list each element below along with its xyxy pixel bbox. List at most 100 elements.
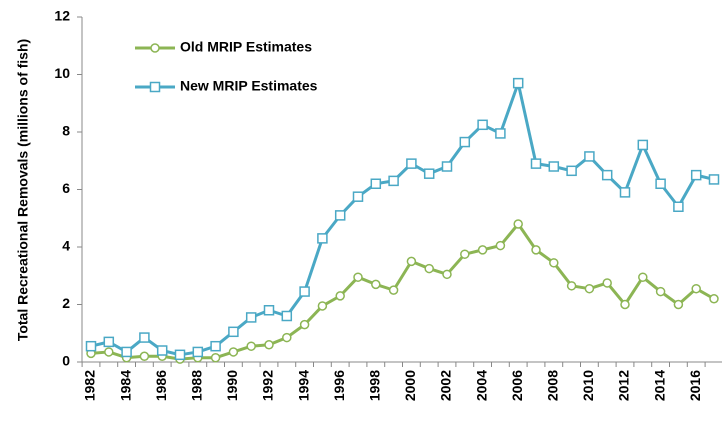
data-point [691, 283, 701, 294]
x-tick-label: 1996 [331, 370, 347, 401]
data-point [174, 349, 186, 361]
data-point [352, 191, 364, 202]
data-point [655, 286, 666, 297]
y-tick-label: 6 [62, 180, 70, 196]
data-point [103, 336, 115, 348]
data-point [548, 161, 560, 172]
series-line [90, 222, 715, 361]
data-point [388, 175, 399, 187]
data-point [299, 319, 310, 330]
data-point [549, 258, 559, 268]
data-point [442, 269, 452, 280]
data-point [228, 326, 239, 338]
x-tick-label: 2000 [402, 370, 418, 401]
data-point [531, 245, 541, 255]
data-point [263, 305, 275, 316]
data-point [584, 151, 595, 162]
x-tick-label: 1986 [153, 370, 169, 401]
data-point [85, 340, 97, 352]
data-point [334, 210, 346, 221]
data-point [246, 341, 256, 351]
x-tick-label: 2004 [473, 370, 489, 401]
x-tick-label: 2012 [616, 370, 632, 401]
legend-marker [149, 81, 161, 93]
data-point [460, 249, 470, 259]
x-tick-label: 1994 [295, 370, 311, 401]
data-point [371, 279, 381, 290]
data-point [406, 256, 417, 267]
data-point [673, 201, 684, 212]
data-point [708, 174, 720, 185]
data-point [210, 352, 221, 363]
data-point [477, 119, 488, 131]
data-point [495, 240, 506, 251]
data-point [424, 263, 434, 274]
y-tick-label: 2 [62, 295, 70, 311]
data-point [370, 178, 382, 189]
x-tick-label: 1988 [189, 370, 205, 401]
data-point [192, 346, 204, 358]
data-point [423, 168, 435, 179]
data-point [441, 161, 453, 172]
data-point [317, 301, 328, 311]
legend-marker [150, 43, 160, 53]
data-point [245, 312, 257, 323]
data-point [210, 340, 221, 352]
data-point [601, 169, 613, 181]
legend-label: New MRIP Estimates [180, 78, 318, 94]
x-tick-label: 1992 [260, 370, 276, 401]
data-point [139, 332, 150, 343]
y-tick-label: 12 [54, 8, 70, 24]
data-point [638, 272, 648, 282]
data-point [566, 165, 577, 177]
data-point [619, 187, 631, 198]
data-point [495, 128, 506, 139]
x-tick-label: 2016 [687, 370, 703, 401]
data-point [228, 347, 239, 357]
data-point [637, 139, 649, 151]
x-tick-label: 1998 [367, 370, 383, 401]
series-line [90, 81, 715, 357]
x-tick-label: 2008 [545, 370, 561, 401]
data-point [282, 332, 292, 343]
data-point [566, 281, 577, 291]
data-point [104, 347, 114, 357]
x-tick-label: 2006 [509, 370, 525, 401]
data-point [121, 346, 132, 358]
x-tick-label: 1982 [82, 370, 98, 401]
legend-label: Old MRIP Estimates [180, 39, 312, 55]
data-point [602, 278, 612, 288]
data-point [299, 286, 310, 297]
x-tick-label: 2010 [580, 370, 596, 401]
data-point [353, 272, 363, 282]
data-point [264, 340, 274, 350]
data-point [388, 285, 399, 295]
data-point [459, 136, 471, 148]
data-point [139, 351, 150, 361]
x-tick-label: 1984 [117, 370, 133, 401]
data-point [477, 245, 488, 255]
data-point [281, 310, 293, 322]
y-tick-label: 8 [62, 123, 70, 139]
x-tick-label: 2002 [438, 370, 454, 401]
data-point [584, 283, 595, 294]
data-point [620, 299, 630, 310]
y-tick-label: 4 [62, 238, 70, 254]
data-point [530, 158, 542, 169]
y-tick-label: 0 [62, 353, 70, 369]
y-axis-label: Total Recreational Removals (millions of… [15, 39, 31, 341]
data-point [512, 77, 524, 89]
data-point [335, 291, 345, 301]
data-point [709, 294, 719, 304]
x-tick-label: 1990 [224, 370, 240, 401]
data-point [317, 233, 328, 244]
y-tick-label: 10 [54, 65, 70, 81]
data-point [655, 178, 666, 189]
data-point [513, 219, 523, 229]
data-point [156, 345, 168, 356]
data-point [406, 158, 417, 169]
data-point [690, 169, 702, 181]
x-tick-label: 2014 [651, 370, 667, 401]
data-point [673, 299, 684, 310]
